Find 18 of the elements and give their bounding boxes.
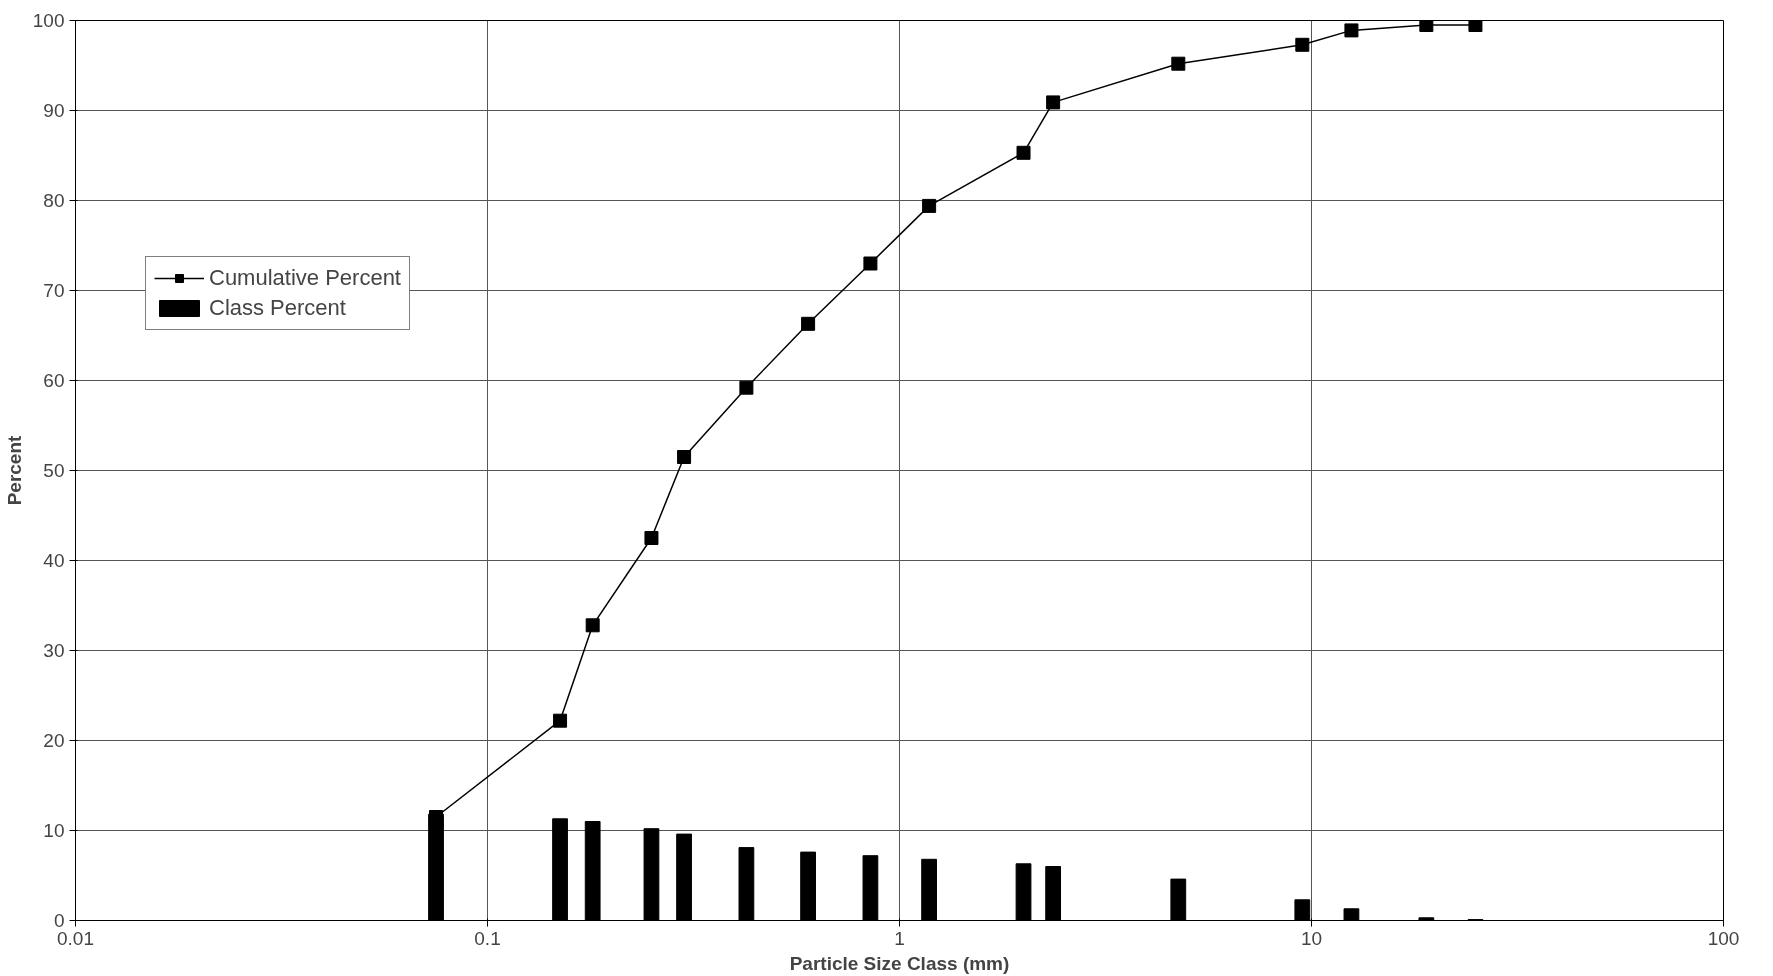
x-tick-label: 1 <box>894 927 905 949</box>
y-tick-label: 80 <box>43 190 65 211</box>
y-tick-label: 60 <box>43 370 65 391</box>
y-tick-label: 100 <box>32 10 65 31</box>
x-tick-label: 0.1 <box>474 927 501 949</box>
x-axis-title: Particle Size Class (mm) <box>789 952 1010 974</box>
y-axis-title: Percent <box>3 434 25 506</box>
y-tick-label: 10 <box>43 820 65 841</box>
x-tick-label: 100 <box>1707 927 1740 949</box>
y-tick-label: 70 <box>43 280 65 301</box>
y-tick-label: 20 <box>43 730 65 751</box>
x-tick-label: 10 <box>1300 927 1323 949</box>
legend-label: Class Percent <box>209 295 346 321</box>
y-tick-label: 30 <box>43 640 65 661</box>
y-tick-label: 50 <box>43 460 65 481</box>
legend-label: Cumulative Percent <box>209 265 401 291</box>
y-tick-label: 40 <box>43 550 65 571</box>
y-tick-label: 90 <box>43 100 65 121</box>
